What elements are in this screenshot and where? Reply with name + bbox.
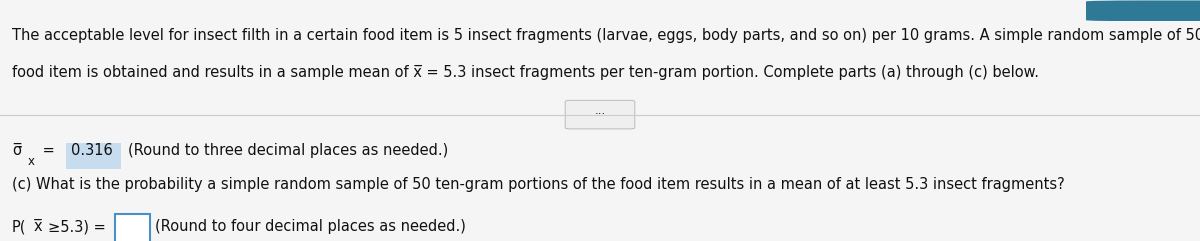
Text: (c) What is the probability a simple random sample of 50 ten-gram portions of th: (c) What is the probability a simple ran… xyxy=(12,177,1064,192)
Text: x̅: x̅ xyxy=(34,219,42,234)
Text: food item is obtained and results in a sample mean of x̅ = 5.3 insect fragments : food item is obtained and results in a s… xyxy=(12,65,1039,80)
FancyBboxPatch shape xyxy=(66,143,121,169)
Text: (Round to three decimal places as needed.): (Round to three decimal places as needed… xyxy=(128,143,449,158)
Text: 0.316: 0.316 xyxy=(71,143,113,158)
Text: =: = xyxy=(38,143,60,158)
FancyBboxPatch shape xyxy=(115,214,150,241)
Text: σ̅: σ̅ xyxy=(12,143,22,158)
Text: (Round to four decimal places as needed.): (Round to four decimal places as needed.… xyxy=(155,219,466,234)
Text: ···: ··· xyxy=(594,108,606,121)
FancyBboxPatch shape xyxy=(565,100,635,129)
Text: The acceptable level for insect filth in a certain food item is 5 insect fragmen: The acceptable level for insect filth in… xyxy=(12,28,1200,43)
FancyBboxPatch shape xyxy=(1086,0,1200,21)
Text: ≥5.3) =: ≥5.3) = xyxy=(48,219,110,234)
Text: P(: P( xyxy=(12,219,26,234)
Text: x: x xyxy=(28,155,35,168)
